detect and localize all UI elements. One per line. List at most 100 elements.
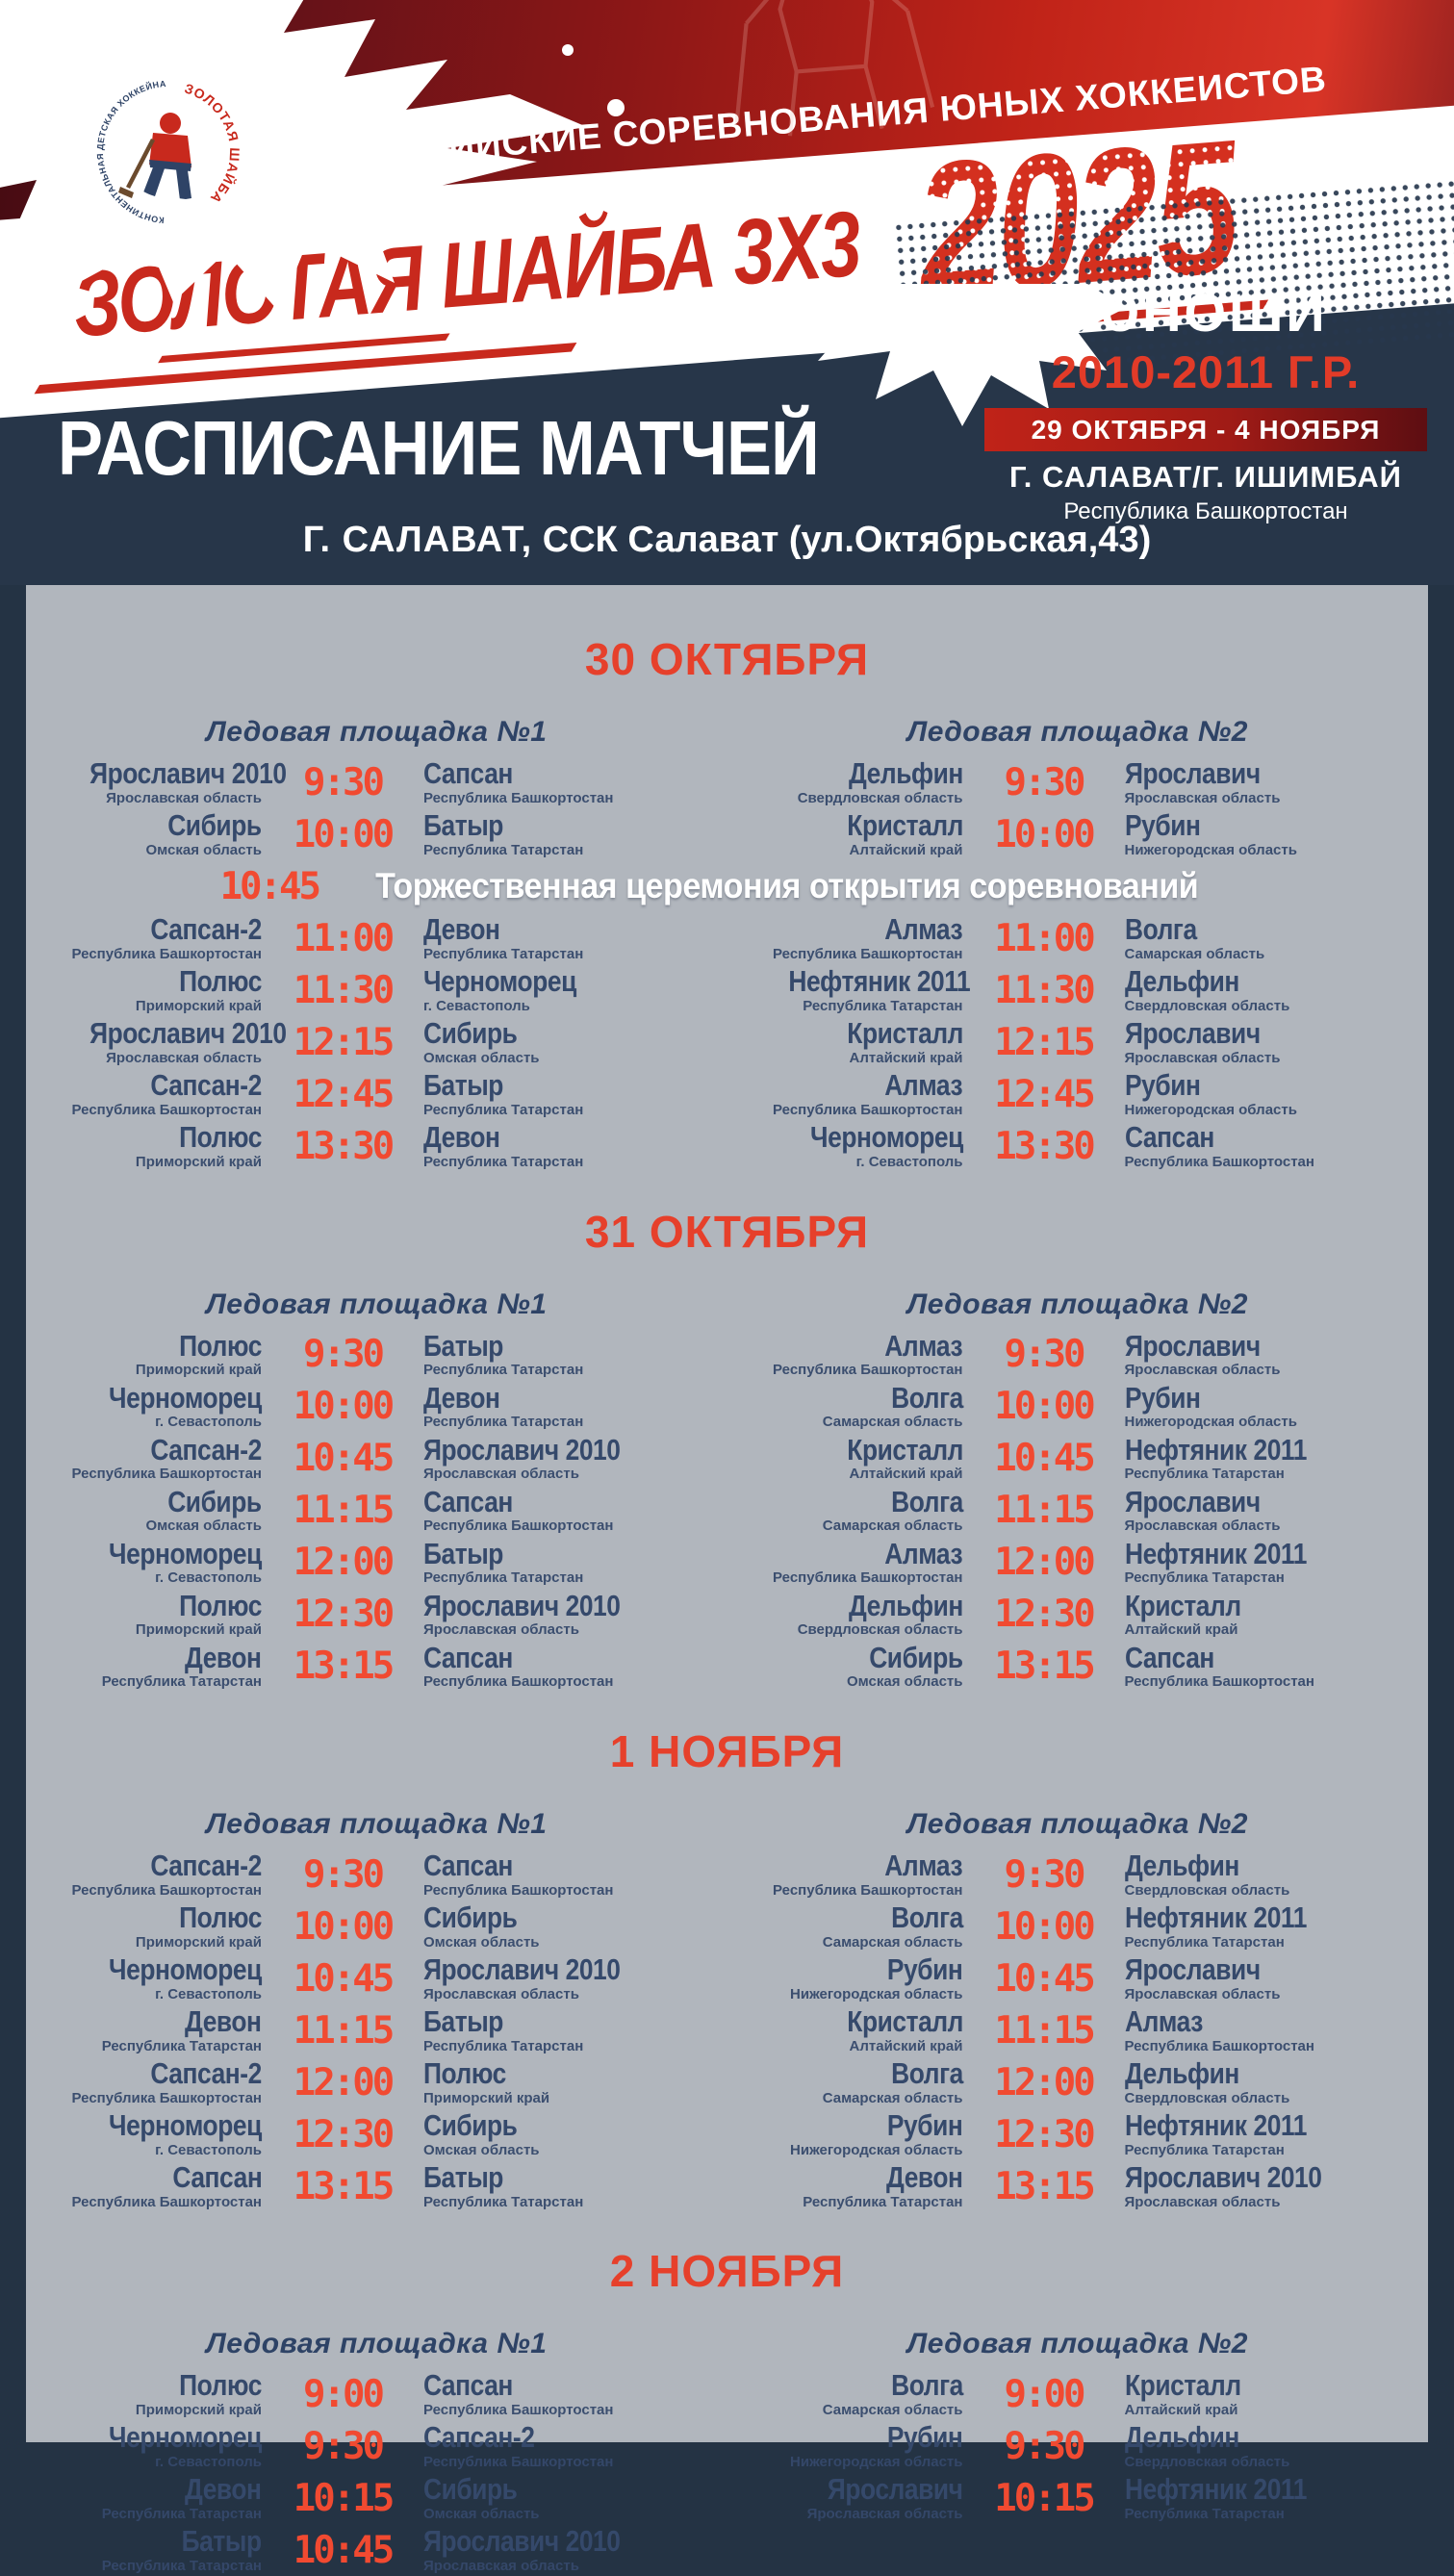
team-home-name: Черноморец — [109, 1380, 262, 1415]
team-home-region: Алтайский край — [849, 841, 963, 858]
away-team: Девон Республика Татарстан — [423, 1122, 727, 1170]
away-team: Рубин Нижегородская область — [1125, 810, 1429, 858]
event-info-block: ЮНОШИ 2010-2011 Г.Р. 29 ОКТЯБРЯ - 4 НОЯБ… — [984, 281, 1427, 525]
match-time: 10:45 — [293, 2528, 395, 2572]
match-cell: Ярославич 2010 Ярославская область 12:15 Си… — [26, 1016, 727, 1068]
match-cell: Полюс Приморский край 12:30 Ярославич 2010 Я… — [26, 1589, 727, 1641]
schedule-panel: 30 ОКТЯБРЯ Ледовая площадка №1 Ледовая пло… — [26, 585, 1429, 2573]
day-section: 30 ОКТЯБРЯ Ледовая площадка №1 Ледовая пло… — [26, 637, 1428, 1172]
team-away-name: Нефтяник 2011 — [1124, 1432, 1307, 1467]
match-time: 11:30 — [994, 968, 1095, 1012]
team-home-name: Волга — [890, 1380, 963, 1415]
team-away-region: Республика Башкортостан — [1124, 2037, 1314, 2054]
home-team: Алмаз Республика Башкортостан — [756, 1331, 963, 1379]
team-away-name: Дельфин — [1124, 2420, 1239, 2455]
match-row: Сапсан-2 Республика Башкортостан 12:45 Баты… — [26, 1068, 1428, 1120]
team-away-region: Республика Татарстан — [1124, 2141, 1285, 2158]
team-home-region: Республика Башкортостан — [773, 1362, 963, 1379]
away-team: Дельфин Свердловская область — [1125, 2058, 1429, 2106]
team-away-region: Ярославская область — [423, 1621, 579, 1639]
away-team: Ярославич 2010 Ярославская область — [423, 1435, 727, 1483]
team-home-region: г. Севастополь — [155, 1985, 262, 2002]
away-team: Ярославич 2010 Ярославская область — [423, 1591, 727, 1639]
age-group-label: 2010-2011 Г.Р. — [1051, 346, 1361, 397]
home-team: Рубин Нижегородская область — [756, 2110, 963, 2158]
match-time: 9:30 — [303, 1852, 385, 1897]
team-home-name: Полюс — [179, 1120, 262, 1155]
match-rows: Сапсан-2 Республика Башкортостан 9:30 Сапса… — [26, 1849, 1428, 2212]
match-time: 9:00 — [303, 2372, 385, 2416]
team-home-name: Сапсан-2 — [150, 1068, 262, 1103]
team-away-name: Батыр — [423, 1068, 503, 1103]
team-away-region: Ярославская область — [1124, 789, 1281, 806]
match-row: Девон Республика Татарстан 13:15 Сапсан Респ… — [26, 1641, 1428, 1693]
away-team: Нефтяник 2011 Республика Татарстан — [1125, 2474, 1429, 2522]
team-home-region: Республика Башкортостан — [71, 1466, 262, 1483]
match-cell — [727, 2524, 1429, 2576]
home-team: Полюс Приморский край — [55, 1331, 263, 1379]
team-home-name: Полюс — [179, 1588, 262, 1622]
match-row: Черноморец г. Севастополь 10:45 Ярославич 2… — [26, 1952, 1428, 2004]
team-home-region: Приморский край — [135, 2401, 262, 2418]
rink-2-header: Ледовая площадка №2 — [906, 1808, 1248, 1841]
team-away-region: Республика Татарстан — [423, 945, 584, 962]
team-home-region: Республика Башкортостан — [71, 1101, 262, 1118]
match-cell: Кристалл Алтайский край 10:00 Рубин Нижегоро… — [727, 808, 1429, 860]
away-team: Батыр Республика Татарстан — [423, 810, 727, 858]
away-team: Ярославич 2010 Ярославская область — [423, 2526, 727, 2574]
match-cell: Алмаз Республика Башкортостан 12:00 Нефтяни… — [727, 1537, 1429, 1589]
match-time: 9:30 — [1004, 1852, 1086, 1897]
team-away-region: Республика Башкортостан — [423, 2401, 614, 2418]
away-team: Сапсан Республика Башкортостан — [423, 1487, 727, 1535]
team-away-name: Черноморец — [423, 964, 576, 999]
team-away-name: Кристалл — [1124, 1588, 1241, 1622]
team-home-name: Рубин — [886, 1951, 963, 1986]
home-team: Девон Республика Татарстан — [756, 2162, 963, 2210]
rink-1-header: Ледовая площадка №1 — [206, 2328, 548, 2360]
match-cell: Сибирь Омская область 13:15 Сапсан Республик… — [727, 1641, 1429, 1693]
ghost-hockey-player — [734, 0, 935, 137]
match-cell: Кристалл Алтайский край 10:45 Нефтяник 2011… — [727, 1433, 1429, 1485]
match-time: 12:30 — [293, 1593, 395, 1637]
match-time: 9:30 — [1004, 1333, 1086, 1377]
match-time: 12:15 — [994, 1020, 1095, 1064]
red-banner-stripe: ВСЕРОССИЙСКИЕ СОРЕВНОВАНИЯ ЮНЫХ ХОККЕИСТ… — [0, 0, 1454, 265]
home-team: Сибирь Омская область — [55, 1487, 262, 1535]
away-team: Батыр Республика Татарстан — [423, 2006, 727, 2054]
team-away-region: Нижегородская область — [1124, 841, 1297, 858]
team-home-name: Черноморец — [109, 2107, 262, 2142]
day-date: 31 ОКТЯБРЯ — [584, 1206, 870, 1257]
match-row: Сапсан-2 Республика Башкортостан 9:30 Сапса… — [26, 1849, 1428, 1900]
team-away-region: Свердловская область — [1124, 2089, 1290, 2106]
match-cell: Кристалл Алтайский край 12:15 Ярославич Ярос… — [727, 1016, 1429, 1068]
team-home-region: Приморский край — [135, 997, 262, 1014]
home-team: Сапсан Республика Башкортостан — [55, 2162, 263, 2210]
match-time: 9:30 — [1004, 760, 1086, 804]
team-away-region: Приморский край — [423, 2089, 550, 2106]
team-home-name: Полюс — [179, 2368, 262, 2403]
team-away-region: Республика Татарстан — [423, 1101, 584, 1118]
team-away-name: Батыр — [423, 1536, 503, 1570]
match-time: 12:00 — [994, 1541, 1095, 1585]
match-time: 10:00 — [293, 812, 395, 856]
home-team: Черноморец г. Севастополь — [55, 1383, 262, 1431]
home-team: Батыр Республика Татарстан — [55, 2526, 263, 2574]
away-team: Сапсан Республика Башкортостан — [423, 1643, 727, 1691]
home-team: Алмаз Республика Башкортостан — [756, 1539, 963, 1587]
team-home-name: Ярославич — [827, 2472, 963, 2507]
rink-headers: Ледовая площадка №1 Ледовая площадка №2 — [26, 1810, 1428, 1839]
team-home-region: Нижегородская область — [790, 2141, 963, 2158]
home-team: Ярославич 2010 Ярославская область — [55, 1018, 287, 1066]
away-team: Сапсан Республика Башкортостан — [423, 2370, 727, 2418]
match-time: 12:30 — [994, 1593, 1095, 1637]
team-away-region: Ярославская область — [423, 2557, 579, 2574]
away-team: Сапсан Республика Башкортостан — [1125, 1122, 1429, 1170]
match-row: Черноморец г. Севастополь 12:00 Батыр Респуб… — [26, 1537, 1428, 1589]
team-away-name: Сапсан — [423, 1640, 513, 1674]
venue-address: ССК Салават (ул.Октябрьская,43) — [532, 520, 1152, 560]
match-time: 13:30 — [293, 1124, 395, 1168]
team-away-name: Дельфин — [1124, 1848, 1239, 1882]
match-time: 10:45 — [994, 1956, 1095, 2001]
team-home-name: Полюс — [179, 1900, 262, 1934]
team-home-region: Республика Башкортостан — [71, 1881, 262, 1899]
